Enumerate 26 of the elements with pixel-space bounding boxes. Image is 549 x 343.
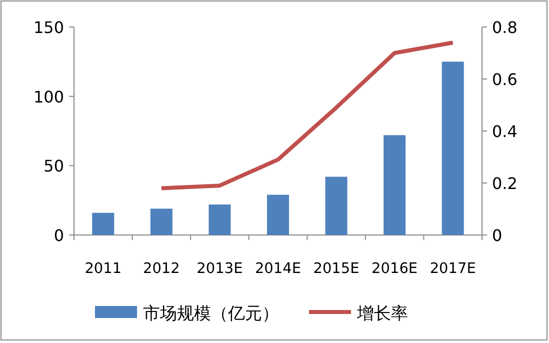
bar xyxy=(325,176,348,235)
legend-label: 市场规模（亿元） xyxy=(143,304,279,324)
bar xyxy=(267,194,289,235)
y-tick-label: 100 xyxy=(33,87,64,106)
x-tick-label: 2013E xyxy=(196,261,243,277)
y2-tick-label: 0.2 xyxy=(492,174,518,193)
x-tick-label: 2011 xyxy=(84,261,122,277)
x-tick-label: 2017E xyxy=(430,261,476,277)
bar xyxy=(150,208,172,235)
x-tick-label: 2012 xyxy=(142,261,180,277)
y-tick-label: 0 xyxy=(54,226,64,245)
legend-label: 增长率 xyxy=(356,304,408,324)
y2-tick-label: 0 xyxy=(492,226,502,245)
y2-tick-label: 0.4 xyxy=(492,122,518,141)
x-tick-label: 2016E xyxy=(372,261,418,277)
x-tick-label: 2014E xyxy=(254,261,302,277)
bar xyxy=(442,62,464,235)
bar xyxy=(208,204,231,235)
y2-tick-label: 0.8 xyxy=(492,18,518,37)
y-tick-label: 150 xyxy=(33,18,64,37)
bar xyxy=(92,212,114,235)
line-series xyxy=(159,40,455,190)
x-tick-label: 2015E xyxy=(313,261,360,277)
y-tick-label: 50 xyxy=(44,156,64,176)
bar xyxy=(384,135,406,235)
y2-tick-label: 0.6 xyxy=(492,70,518,89)
